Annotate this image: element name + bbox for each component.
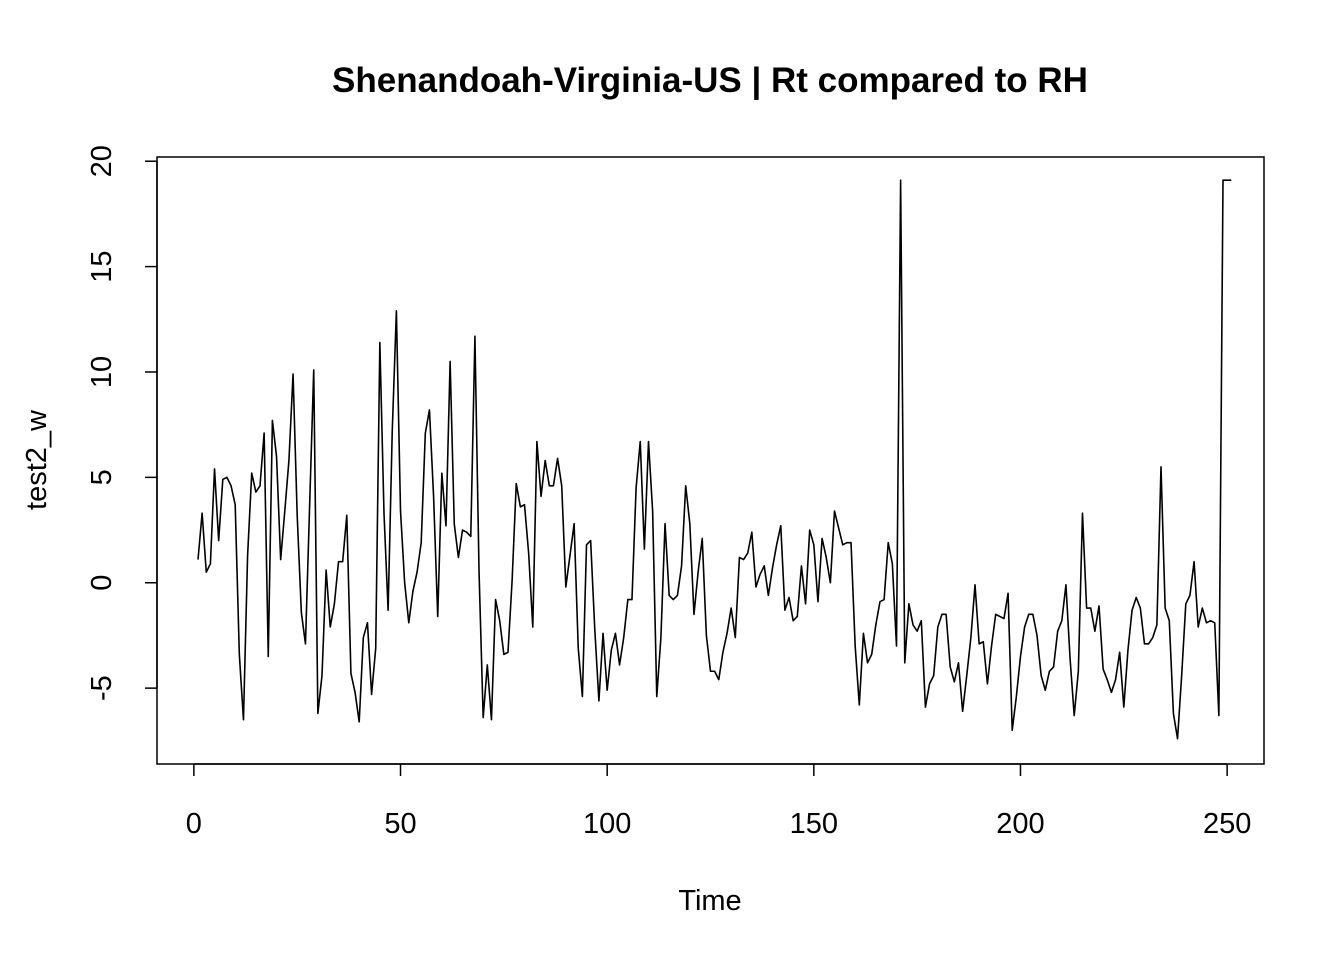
x-tick-label: 200: [996, 808, 1044, 840]
y-tick-label: 15: [86, 250, 118, 282]
x-tick-label: 250: [1203, 808, 1251, 840]
x-tick-label: 0: [186, 808, 202, 840]
x-axis: 0 50 100 150 200 250: [186, 763, 1251, 840]
x-tick-label: 150: [790, 808, 838, 840]
chart-title: Shenandoah-Virginia-US | Rt compared to …: [332, 61, 1088, 100]
x-tick-label: 100: [583, 808, 631, 840]
y-axis: -5 0 5 10 15 20: [86, 145, 158, 701]
y-tick-label: 10: [86, 356, 118, 388]
y-axis-label: test2_w: [21, 409, 53, 510]
y-tick-label: -5: [86, 675, 118, 701]
x-tick-label: 50: [384, 808, 416, 840]
y-tick-label: 0: [86, 575, 118, 591]
plot-frame: [156, 156, 1265, 765]
series-line: [197, 179, 1232, 740]
x-axis-label: Time: [678, 885, 741, 917]
y-tick-label: 5: [86, 469, 118, 485]
y-tick-label: 20: [86, 145, 118, 177]
